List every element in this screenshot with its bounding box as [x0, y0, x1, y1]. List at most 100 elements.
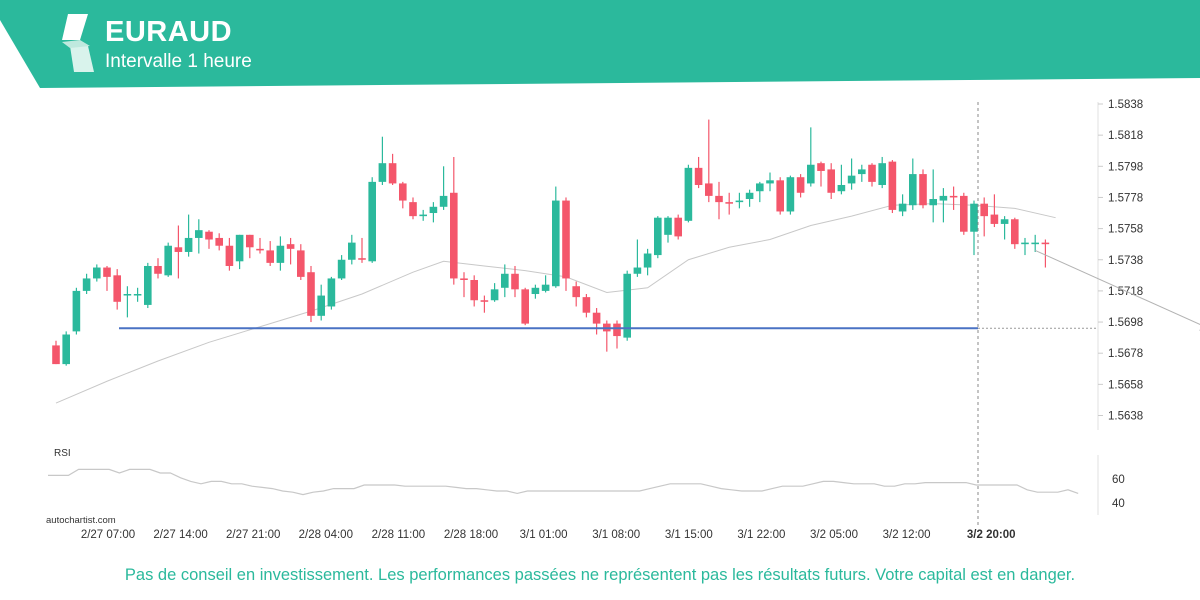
- candle: [980, 197, 988, 237]
- candle-body: [419, 214, 427, 217]
- candle: [674, 214, 682, 240]
- candle: [450, 156, 458, 285]
- time-tick-label: 3/1 01:00: [520, 529, 568, 541]
- candle-body: [235, 234, 244, 262]
- price-tick-label: 1.5698: [1108, 317, 1143, 329]
- candle-body: [378, 163, 387, 182]
- candle-body: [266, 250, 274, 263]
- candle-body: [195, 230, 203, 238]
- candle: [429, 202, 438, 223]
- candle-body: [531, 287, 540, 295]
- candle-body: [756, 183, 764, 192]
- candle: [786, 175, 795, 215]
- candle: [705, 119, 713, 203]
- time-tick-label: 3/2 05:00: [810, 529, 858, 541]
- price-chart: 1.58381.58181.57981.57781.57581.57381.57…: [46, 99, 1200, 541]
- candle-body: [409, 202, 417, 217]
- candle: [592, 308, 601, 335]
- candle: [439, 166, 448, 210]
- candle-body: [521, 289, 529, 324]
- candle: [807, 127, 815, 187]
- candle-body: [205, 231, 213, 240]
- candle: [623, 270, 631, 341]
- candle-body: [164, 245, 172, 276]
- candle-body: [1021, 242, 1029, 245]
- candle-body: [470, 279, 478, 301]
- candle: [419, 209, 427, 221]
- candle-body: [929, 199, 937, 206]
- header-banner: [0, 0, 1200, 88]
- candle: [521, 287, 529, 326]
- candle-body: [919, 174, 927, 206]
- candle: [93, 264, 101, 282]
- candle: [215, 233, 223, 251]
- candle: [633, 239, 642, 277]
- candle-body: [562, 200, 570, 279]
- candle-body: [552, 200, 560, 287]
- candle: [174, 225, 183, 279]
- candle-body: [766, 180, 774, 184]
- candle: [337, 255, 346, 280]
- price-tick-label: 1.5738: [1108, 255, 1143, 267]
- candle-body: [439, 195, 448, 207]
- candle: [1000, 216, 1009, 240]
- candle: [317, 284, 325, 321]
- forecast-line: [1034, 249, 1200, 325]
- candle-body: [1011, 219, 1019, 245]
- time-tick-label: 3/2 12:00: [883, 529, 931, 541]
- candle: [735, 192, 744, 209]
- candle: [878, 156, 886, 189]
- time-tick-label: 2/28 04:00: [299, 529, 353, 541]
- candle: [960, 192, 968, 235]
- page-subtitle: Intervalle 1 heure: [105, 51, 252, 72]
- candle-body: [623, 273, 631, 338]
- candle-body: [113, 275, 121, 302]
- candle-body: [1000, 219, 1009, 224]
- candle: [684, 164, 693, 223]
- candle: [766, 172, 774, 192]
- candle: [327, 276, 336, 310]
- candle-body: [123, 294, 132, 296]
- candle: [888, 160, 897, 214]
- time-tick-label: 2/27 21:00: [226, 529, 280, 541]
- candle-body: [62, 334, 70, 365]
- time-tick-label: 3/1 08:00: [592, 529, 640, 541]
- candle-body: [103, 267, 111, 277]
- candle: [817, 161, 825, 187]
- candle-body: [501, 273, 509, 288]
- candle-body: [643, 253, 652, 268]
- candle-body: [154, 265, 162, 274]
- candle: [72, 287, 81, 335]
- candle: [909, 158, 917, 210]
- rsi-tick-label: 60: [1112, 474, 1125, 486]
- candle-body: [317, 295, 325, 316]
- candle-body: [174, 247, 183, 252]
- candle: [490, 283, 499, 302]
- candle: [725, 192, 733, 215]
- candle: [1031, 234, 1039, 252]
- price-axis: 1.58381.58181.57981.57781.57581.57381.57…: [1098, 99, 1143, 423]
- candle-body: [776, 180, 784, 212]
- candle-body: [297, 250, 305, 277]
- candle: [1011, 217, 1019, 249]
- candle-body: [541, 284, 550, 291]
- candle: [664, 216, 672, 243]
- plot-background: [46, 102, 1099, 515]
- price-tick-label: 1.5838: [1108, 99, 1143, 111]
- candle-body: [480, 300, 489, 302]
- candle-body: [684, 167, 693, 221]
- header-background: [0, 0, 1200, 88]
- time-tick-label: 3/1 15:00: [665, 529, 713, 541]
- candle: [103, 265, 111, 291]
- candle: [654, 216, 662, 259]
- candle-body: [582, 297, 591, 313]
- candle-body: [511, 273, 519, 290]
- candle-body: [980, 203, 988, 217]
- candle: [164, 242, 172, 277]
- candle-body: [133, 294, 142, 296]
- candle-body: [888, 161, 897, 210]
- candle: [470, 275, 478, 307]
- candle-body: [909, 174, 917, 206]
- candle-body: [592, 312, 601, 324]
- rsi-indicator: [48, 468, 1079, 496]
